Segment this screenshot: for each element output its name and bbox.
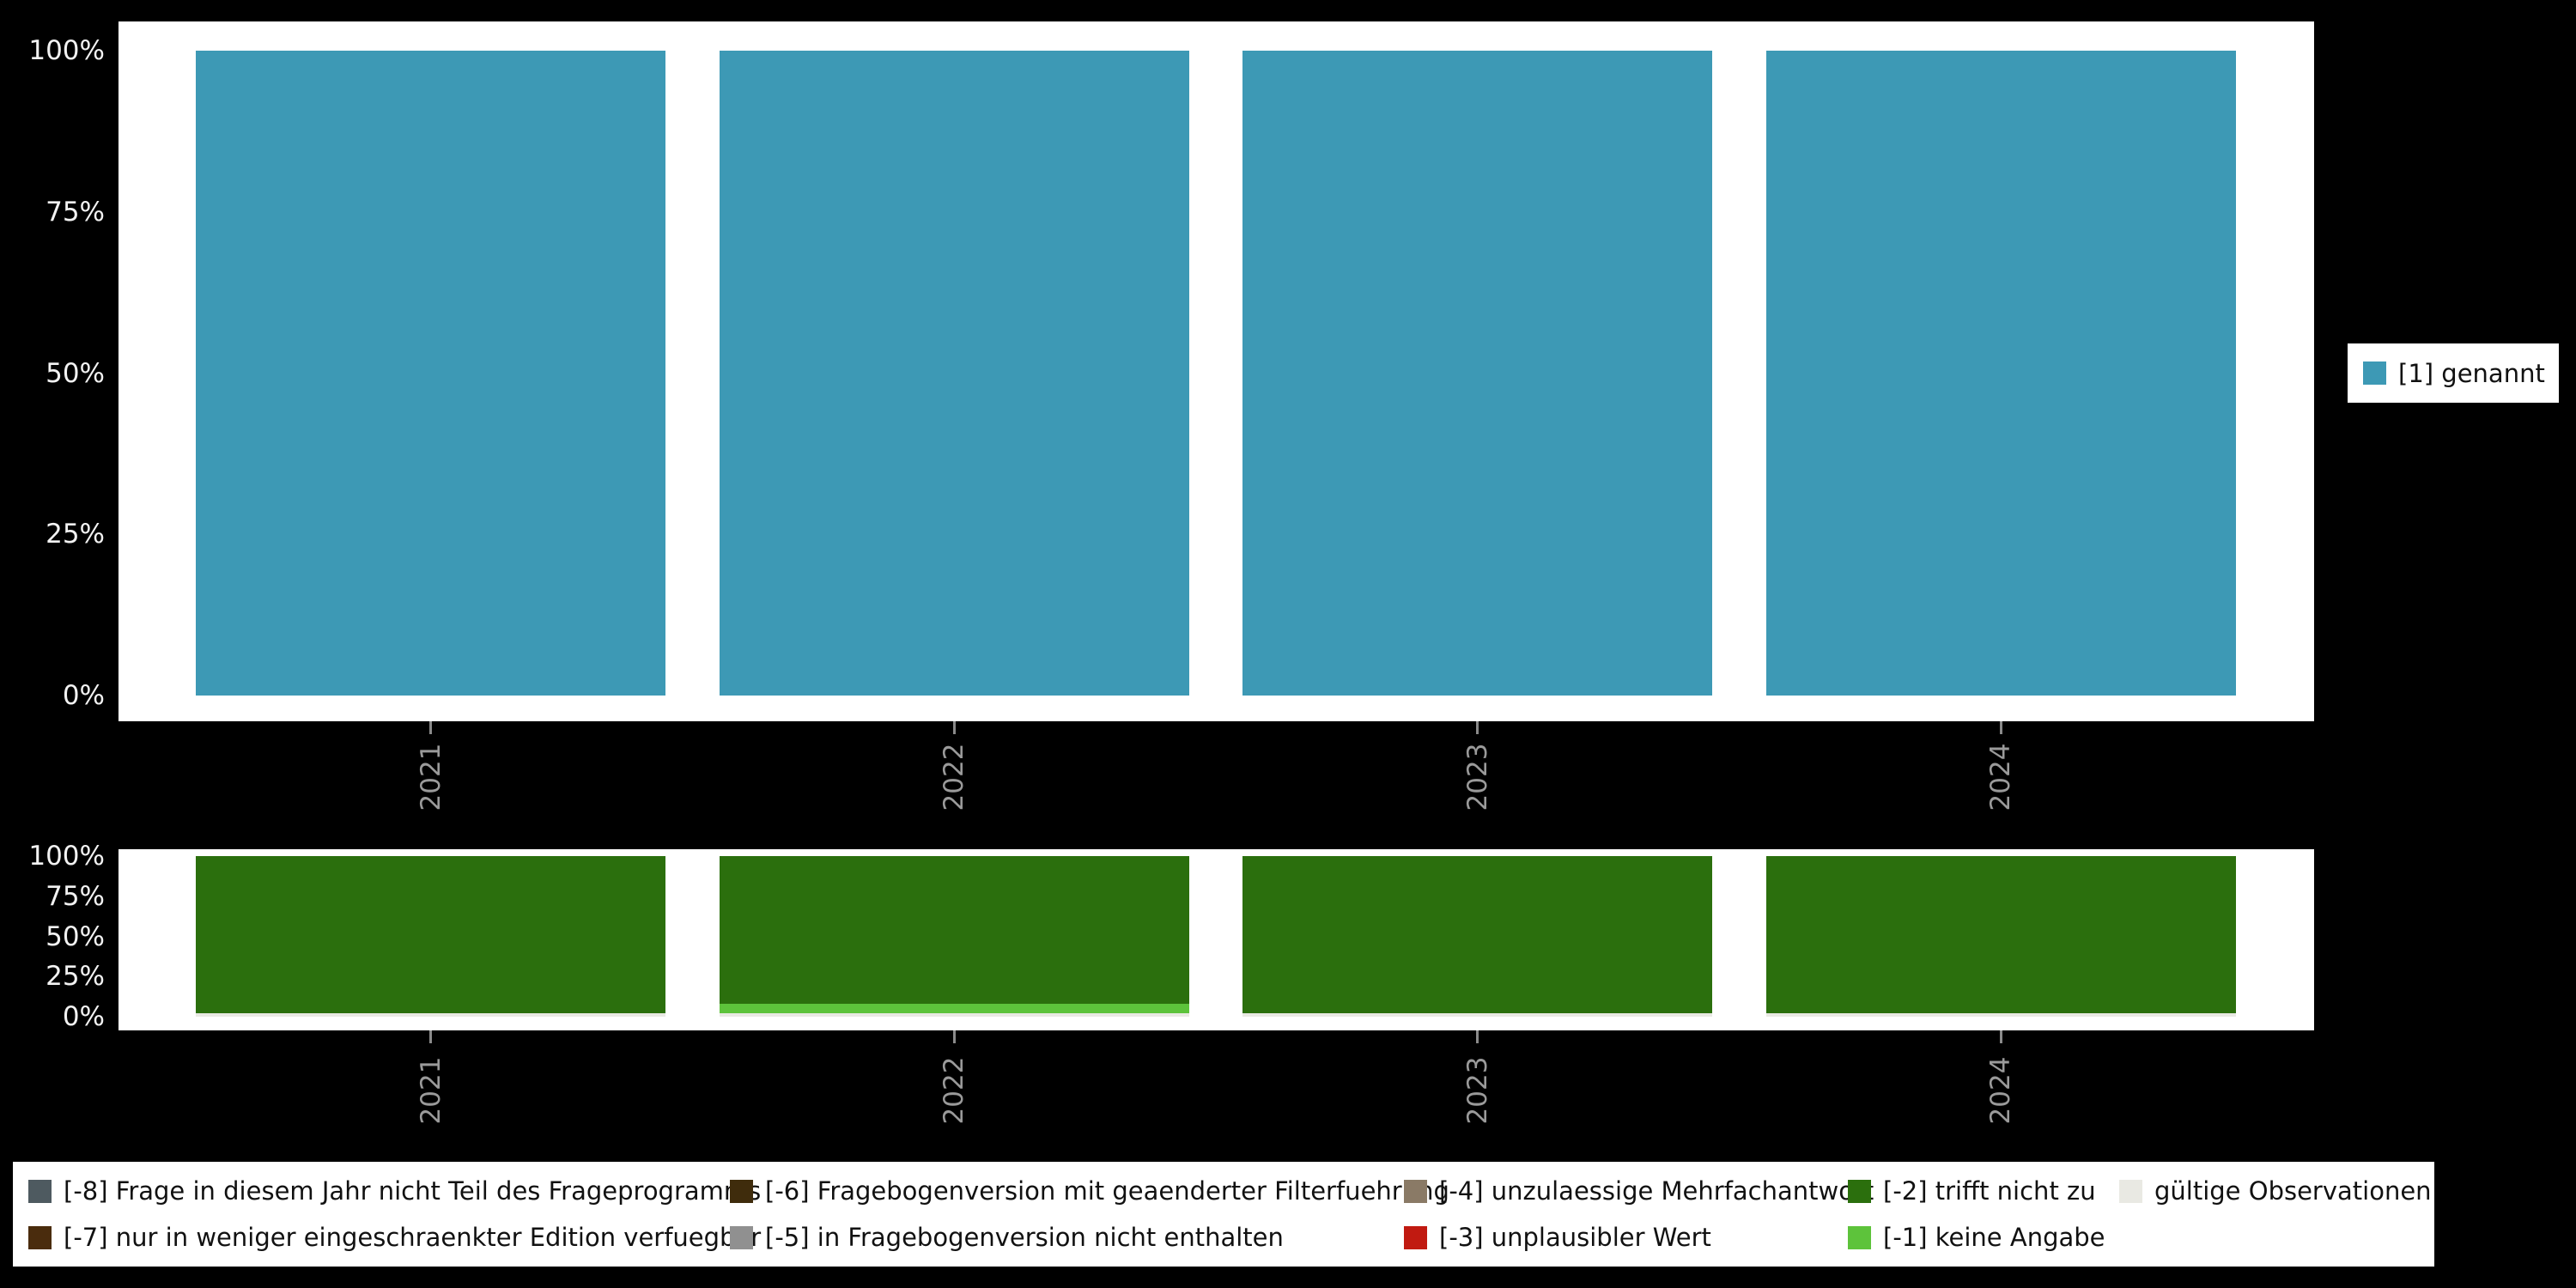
y-axis-tick-label: 25% (46, 961, 105, 993)
legend-item-label: [-5] in Fragebogenversion nicht enthalte… (765, 1223, 1284, 1252)
legend-swatch-icon (1848, 1179, 1871, 1203)
x-axis-tick (429, 1030, 432, 1043)
legend-item: [-6] Fragebogenversion mit geaenderter F… (730, 1176, 1449, 1206)
legend-item-label: gültige Observationen (2154, 1176, 2432, 1206)
bar-segment-2024 (1765, 1013, 2236, 1017)
bar-segment-2023 (1242, 51, 1712, 696)
bar-segment-2024 (1765, 856, 2236, 1014)
x-axis-year-label: 2021 (415, 743, 447, 811)
legend-label-genannt: [1] genannt (2398, 358, 2545, 388)
x-axis-year-label: 2022 (939, 743, 969, 811)
y-axis-tick-label: 75% (46, 880, 105, 912)
legend-right: [1] genannt (2348, 343, 2559, 403)
x-axis-tick (429, 721, 432, 734)
bar-segment-2023 (1242, 1013, 1712, 1017)
legend-swatch-icon (730, 1225, 753, 1249)
legend-swatch-icon (28, 1225, 52, 1249)
legend-item-label: [-4] unzulaessige Mehrfachantwort (1439, 1176, 1874, 1206)
x-axis-year-label: 2021 (415, 1056, 447, 1125)
bar-segment-2021 (196, 1013, 665, 1017)
x-axis-year-label: 2024 (1985, 1056, 2016, 1125)
legend-item: gültige Observationen (2119, 1176, 2432, 1206)
bar-segment-2021 (196, 856, 665, 1014)
x-axis-year-label: 2023 (1461, 1056, 1493, 1125)
legend-swatch-icon (2119, 1179, 2142, 1203)
legend-item: [-1] keine Angabe (1848, 1223, 2105, 1252)
bar-segment-2022 (719, 1013, 1189, 1017)
y-axis-tick-label: 100% (28, 35, 105, 66)
x-axis-year-label: 2022 (939, 1056, 969, 1125)
legend-item-label: [-6] Fragebogenversion mit geaenderter F… (765, 1176, 1449, 1206)
legend-swatch-icon (1404, 1179, 1427, 1203)
y-axis-tick-label: 25% (46, 519, 105, 550)
x-axis-tick (1476, 721, 1479, 734)
legend-bottom: [-8] Frage in diesem Jahr nicht Teil des… (13, 1162, 2434, 1267)
legend-item-label: [-7] nur in weniger eingeschraenkter Edi… (64, 1223, 762, 1252)
legend-item-label: [-2] trifft nicht zu (1883, 1176, 2096, 1206)
legend-item-label: [-8] Frage in diesem Jahr nicht Teil des… (64, 1176, 762, 1206)
legend-item: [-5] in Fragebogenversion nicht enthalte… (730, 1223, 1284, 1252)
bar-segment-2022 (719, 1004, 1189, 1014)
x-axis-tick (1999, 1030, 2002, 1043)
x-axis-tick (952, 1030, 956, 1043)
y-axis-tick-label: 75% (46, 196, 105, 228)
x-axis-tick (1999, 721, 2002, 734)
legend-item-label: [-1] keine Angabe (1883, 1223, 2105, 1252)
x-axis-year-label: 2023 (1461, 743, 1493, 811)
legend-swatch-icon (1848, 1225, 1871, 1249)
legend-item: [-3] unplausibler Wert (1404, 1223, 1711, 1252)
legend-swatch-genannt-icon (2363, 361, 2386, 385)
y-axis-tick-label: 50% (46, 357, 105, 389)
legend-item: [-4] unzulaessige Mehrfachantwort (1404, 1176, 1874, 1206)
bar-segment-2022 (719, 856, 1189, 1005)
bar-segment-2023 (1242, 856, 1712, 1014)
legend-swatch-icon (1404, 1225, 1427, 1249)
top-chart-panel (118, 21, 2314, 721)
legend-item-label: [-3] unplausibler Wert (1439, 1223, 1711, 1252)
x-axis-year-label: 2024 (1985, 743, 2016, 811)
y-axis-tick-label: 0% (62, 1001, 105, 1032)
legend-swatch-icon (730, 1179, 753, 1203)
y-axis-tick-label: 100% (28, 841, 105, 872)
legend-item: [-2] trifft nicht zu (1848, 1176, 2096, 1206)
bar-segment-2024 (1765, 51, 2236, 696)
legend-item: [-7] nur in weniger eingeschraenkter Edi… (28, 1223, 761, 1252)
y-axis-tick-label: 0% (62, 680, 105, 711)
bar-segment-2022 (719, 51, 1189, 696)
bottom-chart-panel (118, 849, 2314, 1030)
legend-swatch-icon (28, 1179, 52, 1203)
x-axis-tick (1476, 1030, 1479, 1043)
bar-segment-2021 (196, 51, 665, 696)
y-axis-tick-label: 50% (46, 920, 105, 952)
legend-item: [-8] Frage in diesem Jahr nicht Teil des… (28, 1176, 761, 1206)
x-axis-tick (952, 721, 956, 734)
